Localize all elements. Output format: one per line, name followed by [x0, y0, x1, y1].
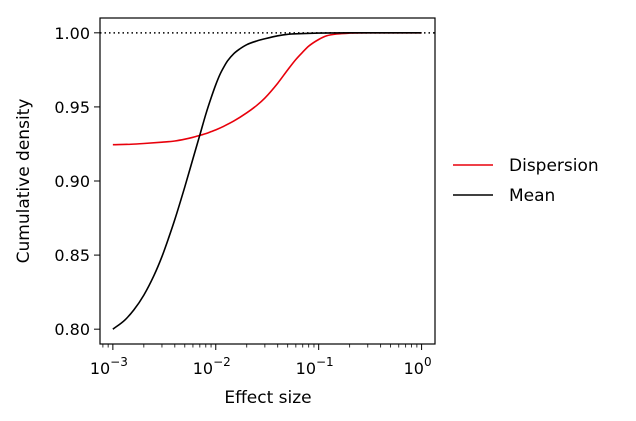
x-tick-label: 10−1 [296, 355, 334, 378]
x-axis-label: Effect size [224, 388, 311, 408]
y-tick-label: 0.90 [54, 172, 90, 191]
y-tick-label: 0.95 [54, 98, 90, 117]
legend: Dispersion Mean [453, 156, 599, 206]
axes-layer: 10−3 10−2 10−1 100 0.80 0.85 0.90 0.95 1.00 [54, 17, 436, 378]
legend-label-mean: Mean [509, 186, 555, 206]
x-tick-label: 10−2 [193, 355, 231, 378]
series-line-dispersion [112, 32, 422, 146]
legend-label-dispersion: Dispersion [509, 156, 599, 176]
y-tick-label: 0.85 [54, 246, 90, 265]
y-tick-label: 0.80 [54, 320, 90, 339]
plot-frame [99, 17, 436, 345]
series-line-mean [112, 32, 422, 330]
series-layer [112, 32, 422, 330]
x-tick-label: 10−3 [90, 355, 128, 378]
x-tick-label: 100 [404, 355, 432, 378]
y-axis-label: Cumulative density [14, 99, 34, 264]
y-tick-label: 1.00 [54, 24, 90, 43]
